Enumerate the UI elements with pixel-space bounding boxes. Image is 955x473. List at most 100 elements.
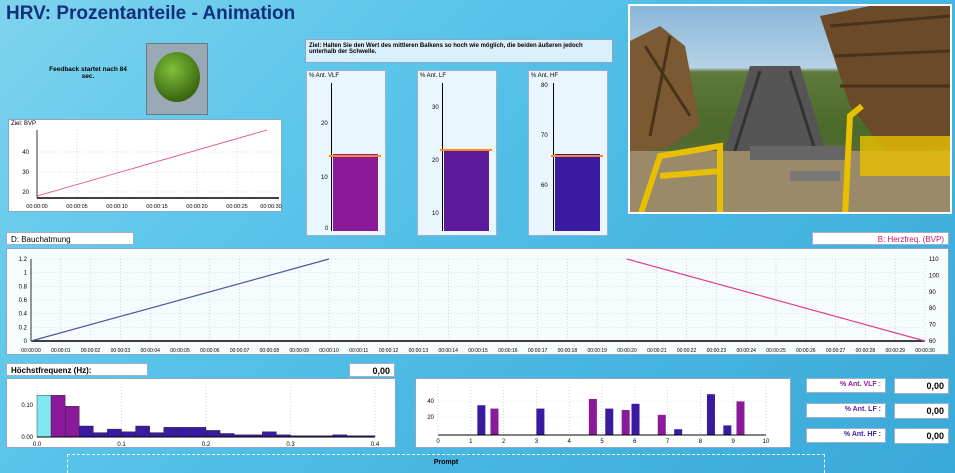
- histogram-plot: 0 1 2 3 4 5 6 7 8 9 10 40 20: [427, 387, 770, 445]
- wide-x-tick: 00:00:07: [230, 348, 250, 354]
- wide-x-tick: 00:00:14: [438, 348, 458, 354]
- heart-rate-line: [626, 258, 926, 342]
- stat-vlf-label: % Ant. VLF :: [806, 378, 886, 393]
- freq-bar: [177, 427, 193, 438]
- trend-y-tick: 20: [22, 190, 29, 196]
- hist-x-tick: 0: [436, 439, 440, 445]
- wide-x-tick: 00:00:22: [677, 348, 697, 354]
- freq-bar: [107, 428, 122, 438]
- wide-x-tick: 00:00:11: [349, 348, 368, 354]
- trend-y-tick: 30: [22, 170, 29, 176]
- hist-bar: [631, 403, 640, 435]
- bar-lf-tick: 30: [432, 105, 439, 111]
- indicator-lamp-icon: [154, 52, 200, 102]
- wide-left-tick: 0.4: [19, 312, 28, 318]
- bar-hf-tick: 70: [541, 133, 548, 139]
- hist-x-tick: 10: [763, 439, 770, 445]
- freq-value: 0,00: [349, 363, 395, 377]
- freq-bar: [205, 430, 221, 438]
- hist-bar: [736, 401, 745, 435]
- wide-x-tick: 00:00:16: [498, 348, 518, 354]
- bar-vlf: [333, 154, 378, 231]
- freq-bar: [36, 395, 52, 438]
- hist-bar: [706, 394, 715, 435]
- freq-bar: [262, 431, 277, 438]
- roller-coaster-scene: [630, 6, 950, 212]
- histogram-chart: 0 1 2 3 4 5 6 7 8 9 10 40 20: [415, 378, 791, 448]
- hist-x-tick: 8: [699, 439, 703, 445]
- prompt-label: Prompt: [433, 459, 459, 466]
- trend-y-tick: 40: [22, 150, 29, 156]
- wide-x-tick: 00:00:12: [379, 348, 399, 354]
- wide-x-tick: 00:00:27: [826, 348, 846, 354]
- hist-bar: [588, 399, 597, 435]
- wide-x-tick: 00:00:00: [21, 348, 41, 354]
- threshold-line: [329, 155, 381, 157]
- trend-x-tick: 00:00:30: [260, 204, 281, 210]
- wide-right-label: B: Herzfreq. (BVP): [812, 232, 949, 245]
- threshold-line: [440, 149, 492, 151]
- wide-x-tick: 00:00:21: [647, 348, 667, 354]
- bar-vlf-tick: 20: [321, 121, 328, 127]
- stat-hf-label: % Ant. HF :: [806, 428, 886, 443]
- freq-y-tick: 0.00: [21, 435, 33, 441]
- trend-x-tick: 00:00:10: [106, 204, 127, 210]
- wide-left-label: D: Bauchatmung: [6, 232, 134, 245]
- trend-chart: Ziel: BVP 40 30 20 00:00:00 00:00:05 00:…: [8, 119, 282, 212]
- hist-x-tick: 1: [469, 439, 473, 445]
- hist-bar: [490, 408, 499, 435]
- freq-label: Höchstfrequenz (Hz):: [6, 363, 148, 376]
- hist-y-tick: 20: [427, 415, 434, 421]
- freq-bar: [163, 427, 179, 438]
- wide-x-tick: 00:00:09: [289, 348, 309, 354]
- wide-right-tick: 60: [929, 339, 936, 345]
- wide-left-tick: 1.2: [19, 257, 28, 263]
- freq-bar: [64, 406, 80, 438]
- prompt-area[interactable]: Prompt: [67, 454, 825, 473]
- hist-bar: [621, 410, 630, 435]
- bar-hf-panel: % Ant. HF 80 70 60: [528, 70, 608, 236]
- trend-x-tick: 00:00:15: [146, 204, 167, 210]
- stat-lf-value: 0,00: [894, 403, 949, 419]
- hist-bar: [605, 408, 614, 435]
- wide-x-tick: 00:00:15: [468, 348, 488, 354]
- wide-x-tick: 00:00:08: [260, 348, 280, 354]
- trend-chart-label: Ziel: BVP: [11, 121, 37, 127]
- animation-viewport: [628, 4, 952, 214]
- bar-lf-tick: 10: [432, 211, 439, 217]
- goal-text: Ziel: Halten Sie den Wert des mittleren …: [305, 39, 613, 63]
- wide-left-tick: 0.8: [19, 284, 28, 290]
- freq-x-tick: 0.4: [371, 442, 380, 448]
- bar-lf-label: % Ant. LF: [420, 73, 447, 79]
- hist-x-tick: 9: [732, 439, 736, 445]
- freq-y-tick: 0.10: [21, 403, 33, 409]
- wide-x-tick: 00:00:02: [81, 348, 101, 354]
- hist-y-tick: 40: [427, 399, 434, 405]
- wide-x-tick: 00:00:19: [587, 348, 607, 354]
- wide-x-tick: 00:00:24: [736, 348, 756, 354]
- hist-x-tick: 5: [600, 439, 604, 445]
- freq-bar: [219, 433, 235, 438]
- wide-x-tick: 00:00:10: [319, 348, 339, 354]
- feedback-indicator: [146, 43, 208, 115]
- hist-x-tick: 2: [502, 439, 506, 445]
- hist-bar: [657, 414, 666, 435]
- wide-x-tick: 00:00:20: [617, 348, 637, 354]
- freq-chart-plot: 0.0 0.1 0.2 0.3 0.4 0.10 0.00: [21, 387, 380, 448]
- hist-bar: [723, 425, 732, 435]
- wide-x-tick: 00:00:26: [796, 348, 816, 354]
- bar-vlf-panel: % Ant. VLF 20 10 0: [306, 70, 386, 236]
- wide-x-tick: 00:00:05: [170, 348, 190, 354]
- trend-x-tick: 00:00:00: [26, 204, 47, 210]
- app-title: HRV: Prozentanteile - Animation: [6, 3, 296, 24]
- freq-bar: [149, 432, 164, 438]
- wide-x-tick: 00:00:29: [885, 348, 905, 354]
- wide-x-tick: 00:00:17: [528, 348, 548, 354]
- wide-x-tick: 00:00:03: [111, 348, 131, 354]
- trend-x-tick: 00:00:25: [226, 204, 247, 210]
- freq-chart: 0.0 0.1 0.2 0.3 0.4 0.10 0.00: [6, 378, 396, 448]
- bar-vlf-tick: 10: [321, 175, 328, 181]
- trend-line: [36, 129, 268, 197]
- hist-x-tick: 3: [535, 439, 539, 445]
- stat-vlf-value: 0,00: [894, 378, 949, 394]
